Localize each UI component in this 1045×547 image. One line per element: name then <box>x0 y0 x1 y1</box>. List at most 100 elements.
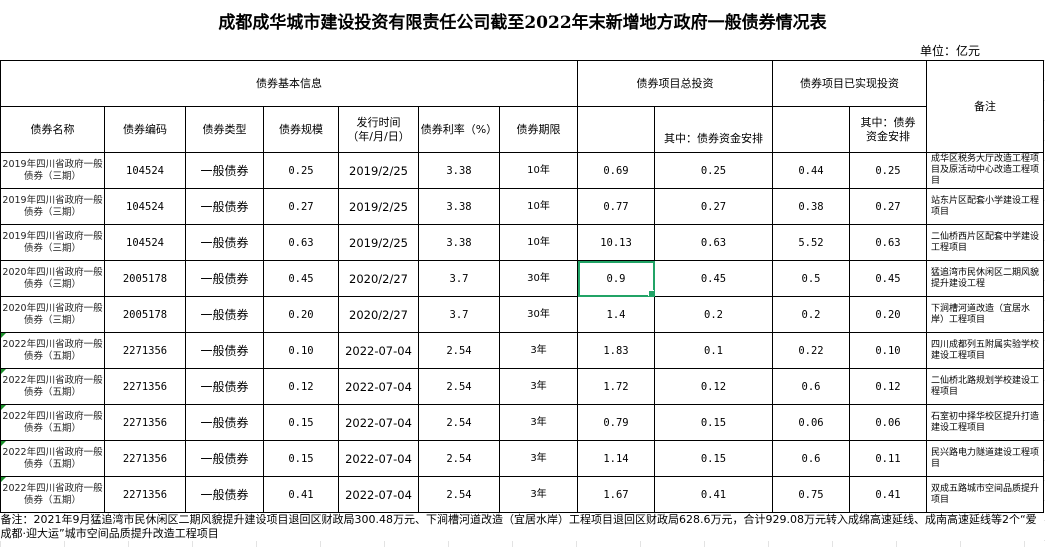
bond-scale-cell[interactable]: 0.41 <box>263 476 339 513</box>
bond-scale-cell[interactable]: 0.27 <box>263 188 339 225</box>
header-term[interactable]: 债券期限 <box>499 106 578 153</box>
term-cell[interactable]: 10年 <box>499 224 578 261</box>
interest-rate-cell[interactable]: 2.54 <box>418 332 500 369</box>
remark-cell[interactable]: 民兴路电力隧道建设工程项目 <box>926 440 1044 477</box>
issue-date-cell[interactable]: 2022-07-04 <box>338 368 419 405</box>
realized-investment-cell[interactable]: 0.06 <box>772 404 850 441</box>
term-cell[interactable]: 10年 <box>499 152 578 189</box>
total-bond-funds-cell[interactable]: 0.27 <box>654 188 773 225</box>
interest-rate-cell[interactable]: 3.7 <box>418 260 500 297</box>
header-realized-investment[interactable]: 债券项目已实现投资 <box>772 60 927 107</box>
total-bond-funds-cell[interactable]: 0.12 <box>654 368 773 405</box>
bond-name-cell[interactable]: 2020年四川省政府一般债券（三期） <box>0 296 105 333</box>
bond-code-cell[interactable]: 2271356 <box>104 368 186 405</box>
total-investment-cell[interactable]: 1.4 <box>577 296 655 333</box>
realized-bond-funds-cell[interactable]: 0.12 <box>849 368 927 405</box>
bond-type-cell[interactable]: 一般债券 <box>185 440 264 477</box>
total-investment-cell[interactable]: 1.72 <box>577 368 655 405</box>
header-total-investment[interactable]: 债券项目总投资 <box>577 60 773 107</box>
term-cell[interactable]: 10年 <box>499 188 578 225</box>
realized-investment-cell[interactable]: 0.75 <box>772 476 850 513</box>
bond-type-cell[interactable]: 一般债券 <box>185 188 264 225</box>
realized-bond-funds-cell[interactable]: 0.41 <box>849 476 927 513</box>
interest-rate-cell[interactable]: 3.38 <box>418 152 500 189</box>
bond-type-cell[interactable]: 一般债券 <box>185 404 264 441</box>
issue-date-cell[interactable]: 2022-07-04 <box>338 440 419 477</box>
realized-investment-cell[interactable]: 0.2 <box>772 296 850 333</box>
realized-investment-cell[interactable]: 0.6 <box>772 440 850 477</box>
issue-date-cell[interactable]: 2022-07-04 <box>338 476 419 513</box>
bond-code-cell[interactable]: 2271356 <box>104 476 186 513</box>
header-bond-scale[interactable]: 债券规模 <box>263 106 339 153</box>
total-bond-funds-cell[interactable]: 0.45 <box>654 260 773 297</box>
bond-scale-cell[interactable]: 0.20 <box>263 296 339 333</box>
realized-bond-funds-cell[interactable]: 0.63 <box>849 224 927 261</box>
header-bond-code[interactable]: 债券编码 <box>104 106 186 153</box>
interest-rate-cell[interactable]: 2.54 <box>418 368 500 405</box>
realized-bond-funds-cell[interactable]: 0.10 <box>849 332 927 369</box>
interest-rate-cell[interactable]: 2.54 <box>418 404 500 441</box>
header-bond-type[interactable]: 债券类型 <box>185 106 264 153</box>
realized-bond-funds-cell[interactable]: 0.06 <box>849 404 927 441</box>
remark-cell[interactable]: 二仙桥西片区配套中学建设工程项目 <box>926 224 1044 261</box>
term-cell[interactable]: 3年 <box>499 476 578 513</box>
total-investment-cell[interactable]: 0.69 <box>577 152 655 189</box>
total-bond-funds-cell[interactable]: 0.63 <box>654 224 773 261</box>
bond-name-cell[interactable]: 2022年四川省政府一般债券（五期） <box>0 440 105 477</box>
bond-scale-cell[interactable]: 0.12 <box>263 368 339 405</box>
header-realized-of-which[interactable]: 其中：债券资金安排 <box>849 106 927 153</box>
header-remark[interactable]: 备注 <box>926 60 1044 153</box>
interest-rate-cell[interactable]: 3.7 <box>418 296 500 333</box>
issue-date-cell[interactable]: 2022-07-04 <box>338 332 419 369</box>
header-interest-rate[interactable]: 债券利率（%） <box>418 106 500 153</box>
realized-investment-cell[interactable]: 0.5 <box>772 260 850 297</box>
realized-investment-cell[interactable]: 0.6 <box>772 368 850 405</box>
bond-code-cell[interactable]: 2271356 <box>104 332 186 369</box>
total-bond-funds-cell[interactable]: 0.1 <box>654 332 773 369</box>
footnote[interactable]: 备注：2021年9月猛追湾市民休闲区二期风貌提升建设项目退回区财政局300.48… <box>0 512 1044 541</box>
total-bond-funds-cell[interactable]: 0.2 <box>654 296 773 333</box>
total-investment-cell[interactable]: 0.79 <box>577 404 655 441</box>
bond-code-cell[interactable]: 2005178 <box>104 260 186 297</box>
header-total-amount[interactable] <box>577 106 655 153</box>
interest-rate-cell[interactable]: 3.38 <box>418 188 500 225</box>
interest-rate-cell[interactable]: 2.54 <box>418 476 500 513</box>
bond-scale-cell[interactable]: 0.63 <box>263 224 339 261</box>
remark-cell[interactable]: 成华区税务大厅改造工程项目及原活动中心改造工程项目 <box>926 152 1044 189</box>
bond-scale-cell[interactable]: 0.15 <box>263 404 339 441</box>
total-investment-cell[interactable]: 0.77 <box>577 188 655 225</box>
interest-rate-cell[interactable]: 3.38 <box>418 224 500 261</box>
bond-name-cell[interactable]: 2022年四川省政府一般债券（五期） <box>0 476 105 513</box>
bond-type-cell[interactable]: 一般债券 <box>185 332 264 369</box>
realized-bond-funds-cell[interactable]: 0.27 <box>849 188 927 225</box>
bond-type-cell[interactable]: 一般债券 <box>185 152 264 189</box>
remark-cell[interactable]: 猛追湾市民休闲区二期风貌提升建设工程 <box>926 260 1044 297</box>
bond-scale-cell[interactable]: 0.25 <box>263 152 339 189</box>
issue-date-cell[interactable]: 2020/2/27 <box>338 296 419 333</box>
remark-cell[interactable]: 下涧槽河道改造（宜居水岸）工程项目 <box>926 296 1044 333</box>
remark-cell[interactable]: 石室初中择华校区提升打造建设工程项目 <box>926 404 1044 441</box>
bond-code-cell[interactable]: 104524 <box>104 188 186 225</box>
term-cell[interactable]: 3年 <box>499 440 578 477</box>
bond-name-cell[interactable]: 2019年四川省政府一般债券（三期） <box>0 188 105 225</box>
issue-date-cell[interactable]: 2022-07-04 <box>338 404 419 441</box>
realized-bond-funds-cell[interactable]: 0.45 <box>849 260 927 297</box>
total-bond-funds-cell[interactable]: 0.15 <box>654 440 773 477</box>
total-bond-funds-cell[interactable]: 0.41 <box>654 476 773 513</box>
term-cell[interactable]: 30年 <box>499 260 578 297</box>
remark-cell[interactable]: 站东片区配套小学建设工程项目 <box>926 188 1044 225</box>
issue-date-cell[interactable]: 2019/2/25 <box>338 224 419 261</box>
realized-bond-funds-cell[interactable]: 0.11 <box>849 440 927 477</box>
bond-code-cell[interactable]: 104524 <box>104 152 186 189</box>
header-realized-amount[interactable] <box>772 106 850 153</box>
term-cell[interactable]: 3年 <box>499 404 578 441</box>
bond-name-cell[interactable]: 2019年四川省政府一般债券（三期） <box>0 152 105 189</box>
bond-code-cell[interactable]: 2271356 <box>104 440 186 477</box>
bond-name-cell[interactable]: 2022年四川省政府一般债券（五期） <box>0 332 105 369</box>
remark-cell[interactable]: 双成五路城市空间品质提升项目 <box>926 476 1044 513</box>
term-cell[interactable]: 30年 <box>499 296 578 333</box>
total-bond-funds-cell[interactable]: 0.15 <box>654 404 773 441</box>
bond-name-cell[interactable]: 2022年四川省政府一般债券（五期） <box>0 404 105 441</box>
realized-bond-funds-cell[interactable]: 0.25 <box>849 152 927 189</box>
bond-type-cell[interactable]: 一般债券 <box>185 476 264 513</box>
